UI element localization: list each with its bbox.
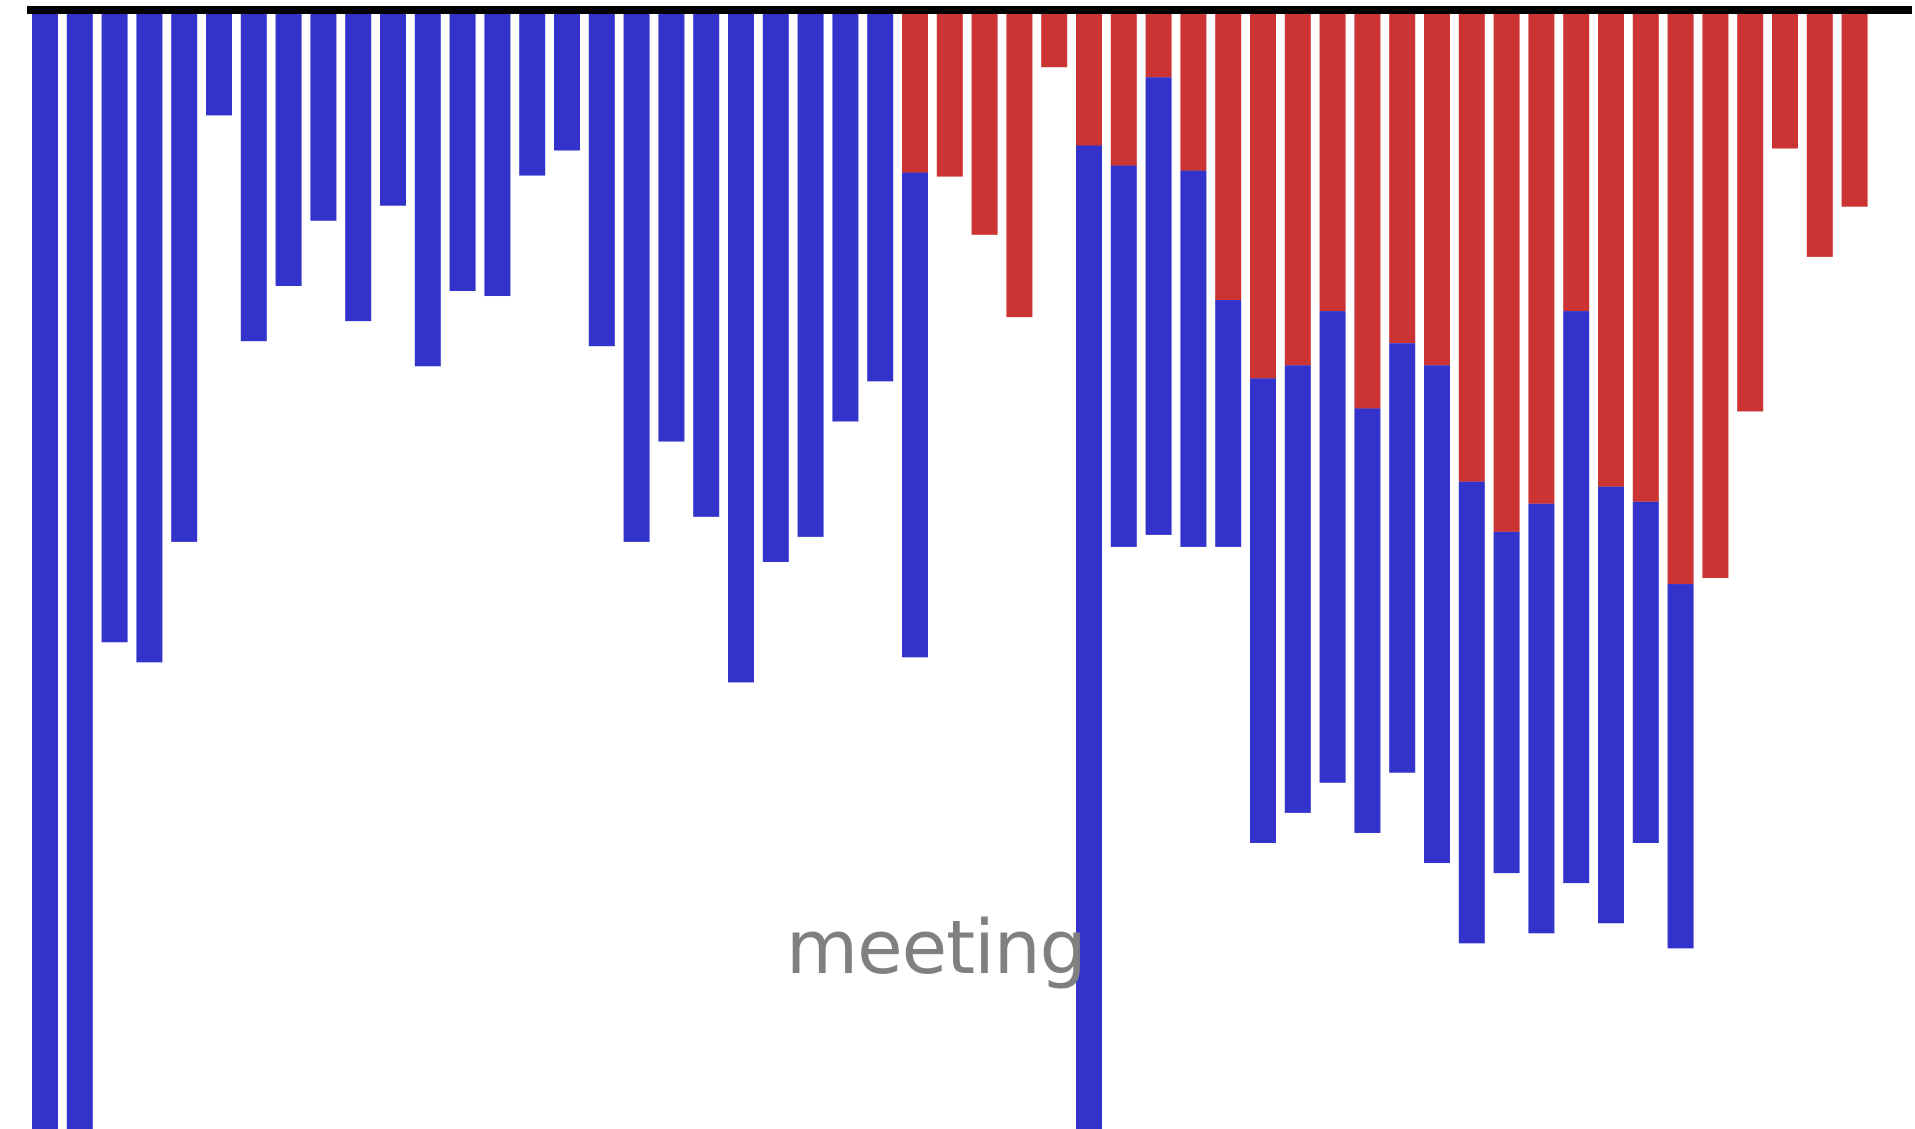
bar-segment-blue-1 bbox=[66, 10, 93, 1129]
bar-segment-blue-33 bbox=[1180, 170, 1207, 547]
bar-segment-blue-42 bbox=[1493, 531, 1520, 874]
bar-segment-blue-10 bbox=[380, 10, 406, 206]
bar-segment-blue-3 bbox=[136, 10, 163, 663]
bar-segment-blue-8 bbox=[310, 10, 337, 221]
bar-segment-blue-12 bbox=[449, 10, 476, 292]
bar-segment-blue-13 bbox=[484, 10, 511, 297]
bar-segment-red-43 bbox=[1528, 10, 1555, 504]
bar-segment-blue-18 bbox=[658, 10, 685, 442]
bar-segment-red-35 bbox=[1250, 10, 1276, 379]
bar-segment-red-37 bbox=[1319, 10, 1346, 312]
bar-segment-red-44 bbox=[1563, 10, 1590, 312]
bar-segment-red-42 bbox=[1493, 10, 1520, 532]
bar-segment-red-45 bbox=[1598, 10, 1624, 487]
bars-group bbox=[32, 10, 1868, 1129]
bar-segment-red-50 bbox=[1772, 10, 1798, 149]
bar-segment-red-40 bbox=[1424, 10, 1450, 366]
bar-segment-blue-37 bbox=[1319, 311, 1346, 783]
bar-segment-red-41 bbox=[1458, 10, 1485, 482]
bar-segment-blue-17 bbox=[623, 10, 650, 542]
bar-segment-blue-20 bbox=[728, 10, 754, 683]
bar-segment-red-48 bbox=[1702, 10, 1729, 579]
bar-segment-blue-32 bbox=[1145, 77, 1172, 535]
bar-segment-blue-2 bbox=[101, 10, 128, 643]
bar-segment-blue-5 bbox=[206, 10, 232, 116]
bar-segment-blue-39 bbox=[1389, 343, 1416, 773]
bar-segment-red-36 bbox=[1284, 10, 1311, 366]
bar-segment-blue-34 bbox=[1215, 300, 1242, 547]
bar-segment-blue-44 bbox=[1563, 311, 1590, 884]
bar-segment-blue-4 bbox=[171, 10, 198, 542]
bar-segment-blue-24 bbox=[867, 10, 894, 382]
bar-segment-blue-43 bbox=[1528, 503, 1555, 934]
bar-segment-blue-11 bbox=[414, 10, 441, 367]
bar-segment-blue-31 bbox=[1110, 165, 1137, 547]
bar-segment-red-38 bbox=[1354, 10, 1381, 409]
bar-segment-red-27 bbox=[971, 10, 998, 235]
bar-segment-red-51 bbox=[1806, 10, 1833, 257]
bar-segment-blue-25 bbox=[902, 172, 928, 658]
bar-segment-blue-45 bbox=[1598, 486, 1624, 924]
bar-segment-blue-21 bbox=[762, 10, 789, 562]
bar-segment-blue-46 bbox=[1632, 501, 1659, 843]
bar-segment-red-28 bbox=[1006, 10, 1033, 318]
bar-segment-blue-15 bbox=[554, 10, 580, 151]
chart-label: meeting bbox=[786, 905, 1086, 991]
bar-segment-red-25 bbox=[902, 10, 928, 173]
bar-segment-blue-23 bbox=[832, 10, 859, 422]
bar-segment-blue-35 bbox=[1250, 378, 1276, 843]
bar-segment-blue-38 bbox=[1354, 408, 1381, 833]
bar-segment-blue-47 bbox=[1667, 584, 1694, 949]
bar-segment-red-49 bbox=[1737, 10, 1764, 412]
bar-segment-blue-0 bbox=[32, 10, 58, 1129]
bar-segment-red-34 bbox=[1215, 10, 1242, 301]
bar-segment-blue-6 bbox=[240, 10, 267, 342]
bar-segment-blue-16 bbox=[588, 10, 615, 347]
bar-segment-red-31 bbox=[1110, 10, 1137, 166]
bar-segment-blue-9 bbox=[345, 10, 372, 322]
bar-segment-blue-41 bbox=[1458, 481, 1485, 944]
bar-segment-red-32 bbox=[1145, 10, 1172, 78]
bar-segment-red-30 bbox=[1076, 10, 1102, 146]
bar-segment-red-33 bbox=[1180, 10, 1207, 171]
bar-segment-red-39 bbox=[1389, 10, 1416, 344]
bar-segment-red-26 bbox=[936, 10, 963, 177]
bar-segment-blue-14 bbox=[519, 10, 546, 176]
bar-segment-blue-36 bbox=[1284, 365, 1311, 813]
bar-segment-red-46 bbox=[1632, 10, 1659, 502]
bar-segment-blue-30 bbox=[1076, 145, 1102, 1129]
bar-segment-red-47 bbox=[1667, 10, 1694, 585]
bar-segment-blue-40 bbox=[1424, 365, 1450, 864]
bar-segment-red-29 bbox=[1041, 10, 1068, 68]
bar-segment-blue-19 bbox=[693, 10, 720, 517]
bar-segment-blue-7 bbox=[275, 10, 302, 286]
bar-segment-blue-22 bbox=[797, 10, 824, 537]
bar-segment-red-52 bbox=[1841, 10, 1868, 207]
